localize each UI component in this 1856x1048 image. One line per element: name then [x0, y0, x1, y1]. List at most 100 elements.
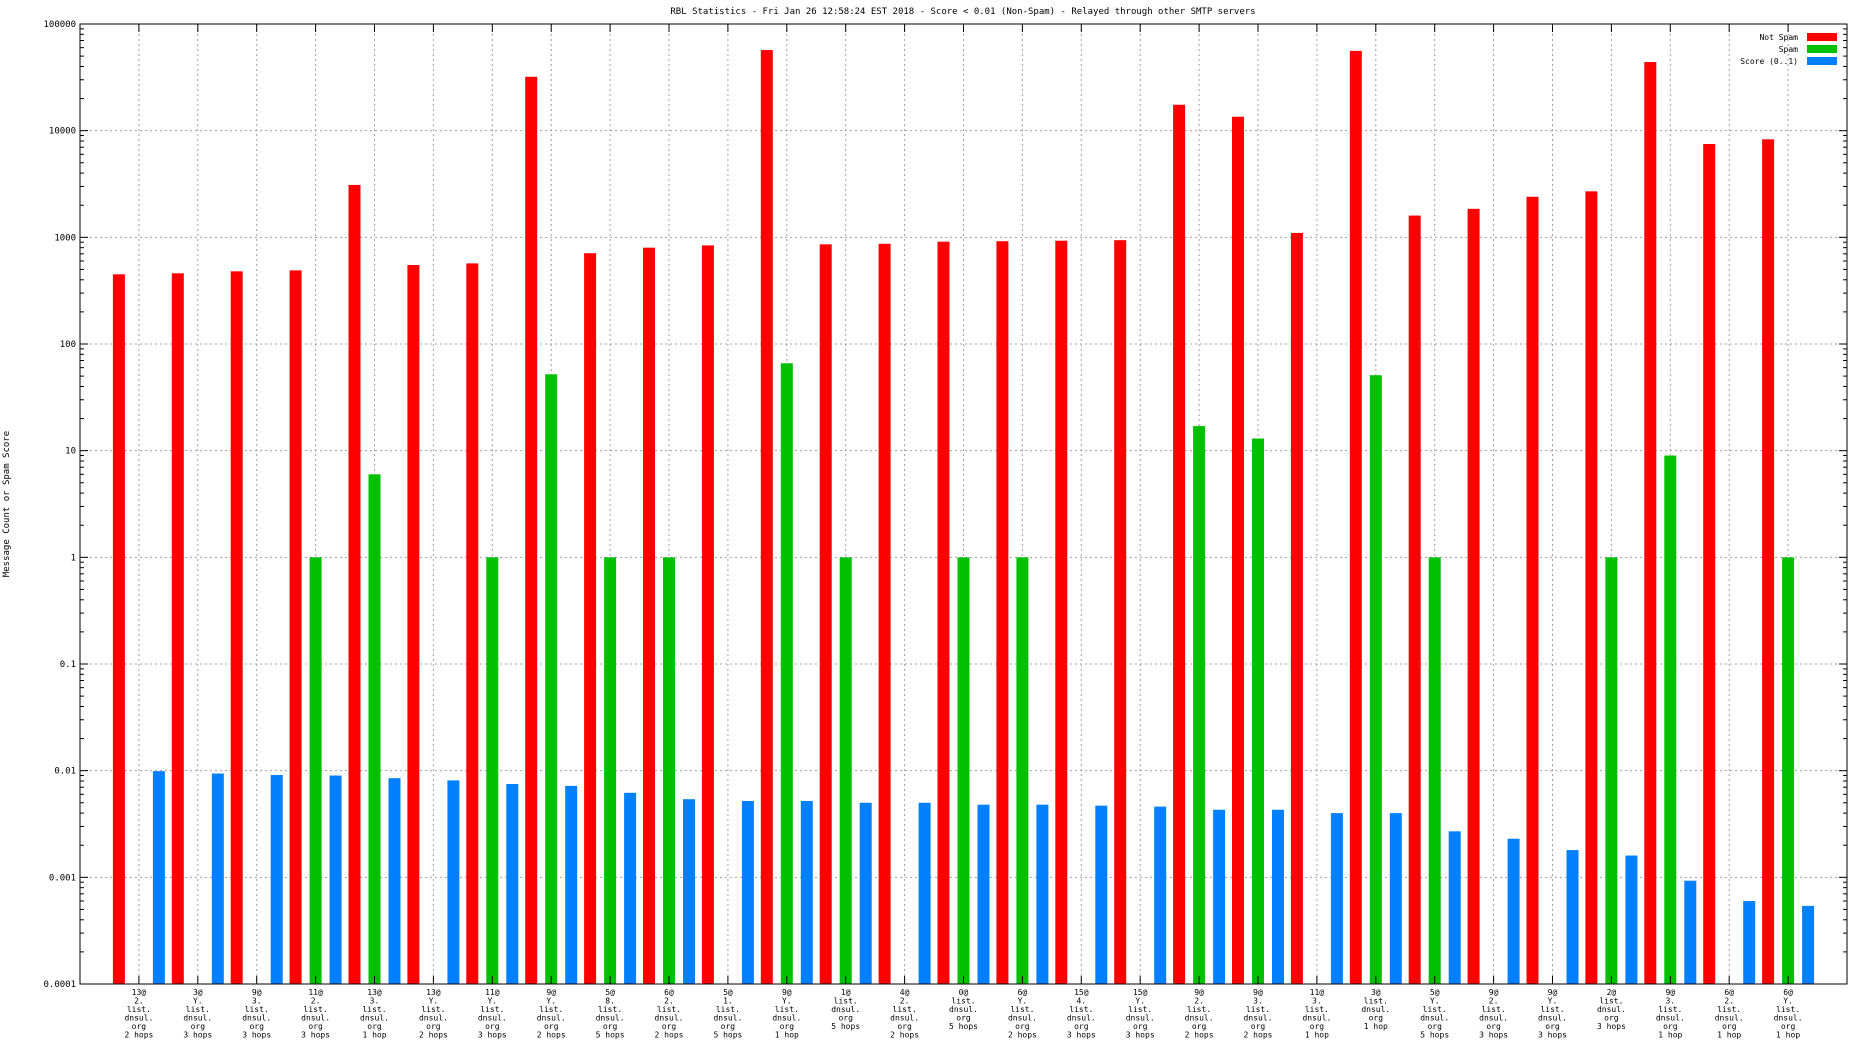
- bar-not-spam: [878, 243, 891, 984]
- bar-score-0-1: [977, 804, 990, 984]
- x-tick-label: 1@ list. dnsul. org 5 hops: [831, 988, 860, 1031]
- bar-spam: [1782, 557, 1795, 984]
- x-tick-label-line: 5 hops: [949, 1022, 978, 1031]
- x-tick-label-line: 11@: [1310, 988, 1325, 997]
- bar-spam: [604, 557, 617, 984]
- x-tick-label-line: list.: [1423, 1005, 1447, 1014]
- x-tick-label-line: 3 hops: [1479, 1031, 1508, 1040]
- x-tick-label-line: 9@: [546, 988, 556, 997]
- x-tick-label-line: 3.: [1253, 997, 1263, 1006]
- bar-spam: [839, 557, 852, 984]
- x-tick-label-line: list.: [716, 1005, 740, 1014]
- x-tick-label-line: list.: [834, 997, 858, 1006]
- bar-not-spam: [1232, 116, 1244, 984]
- x-tick-label-line: list.: [539, 1005, 563, 1014]
- bar-not-spam: [466, 263, 479, 984]
- x-tick-label-line: org: [662, 1022, 677, 1031]
- x-tick-label-line: 6@: [1783, 988, 1793, 997]
- x-tick-label-line: 2 hops: [1008, 1031, 1037, 1040]
- x-tick-label-line: dnsul.: [301, 1014, 330, 1023]
- x-tick-label-line: 3.: [370, 997, 380, 1006]
- x-tick-label: 11@ Y. list. dnsul. org 3 hops: [478, 988, 507, 1040]
- x-tick-label-line: org: [1604, 1014, 1619, 1023]
- bar-spam: [1193, 426, 1206, 984]
- y-tick-label: 0.001: [49, 873, 76, 883]
- x-tick-label-line: org: [1251, 1022, 1266, 1031]
- bar-score-0-1: [1566, 850, 1579, 984]
- bar-spam: [309, 557, 322, 984]
- legend-label: Score (0..1): [1740, 57, 1798, 66]
- x-tick-label-line: list.: [775, 1005, 799, 1014]
- x-tick-label: 9@ 2. list. dnsul. org 3 hops: [1479, 988, 1508, 1040]
- x-tick-label-line: 6@: [1018, 988, 1028, 997]
- x-tick-label: 5@ Y. list. dnsul. org 5 hops: [1420, 988, 1449, 1040]
- x-tick-label-line: 13@: [132, 988, 147, 997]
- bar-spam: [1664, 455, 1677, 984]
- x-tick-label-line: 3 hops: [1538, 1031, 1567, 1040]
- x-tick-label-line: list.: [1776, 1005, 1800, 1014]
- bar-score-0-1: [270, 775, 283, 984]
- x-tick-label-line: 3 hops: [183, 1031, 212, 1040]
- y-tick-label: 100: [60, 340, 76, 350]
- bar-score-0-1: [683, 799, 695, 984]
- bar-spam: [1428, 557, 1441, 984]
- x-tick-label-line: dnsul.: [1244, 1014, 1273, 1023]
- x-tick-label: 15@ Y. list. dnsul. org 3 hops: [1126, 988, 1155, 1040]
- x-tick-label-line: list.: [1364, 997, 1388, 1006]
- bar-spam: [1016, 557, 1029, 984]
- x-tick-label-line: org: [1781, 1022, 1796, 1031]
- x-tick-label-line: dnsul.: [242, 1014, 271, 1023]
- bar-spam: [1369, 375, 1382, 984]
- x-tick-label-line: 3@: [193, 988, 203, 997]
- x-tick-label-line: 5@: [605, 988, 615, 997]
- bar-not-spam: [1055, 240, 1068, 985]
- bar-not-spam: [584, 253, 597, 985]
- x-tick-label-line: org: [897, 1022, 912, 1031]
- bar-score-0-1: [918, 802, 931, 984]
- x-tick-label-line: org: [1133, 1022, 1148, 1031]
- x-tick-label-line: dnsul.: [1420, 1014, 1449, 1023]
- x-tick-label-line: 1@: [841, 988, 851, 997]
- x-tick-label-line: 2.: [1489, 997, 1499, 1006]
- x-tick-label-line: 2 hops: [655, 1031, 684, 1040]
- x-tick-label: 9@ 3. list. dnsul. org 3 hops: [242, 988, 271, 1040]
- x-tick-label-line: list.: [951, 997, 975, 1006]
- x-tick-label-line: Y.: [429, 997, 439, 1006]
- x-tick-label-line: dnsul.: [1538, 1014, 1567, 1023]
- x-tick-label-line: 0@: [959, 988, 969, 997]
- x-tick-label-line: org: [544, 1022, 559, 1031]
- bar-not-spam: [1762, 139, 1775, 984]
- bar-not-spam: [1173, 104, 1186, 984]
- x-tick-label-line: 1 hop: [1364, 1022, 1388, 1031]
- bar-spam: [1605, 557, 1618, 984]
- y-tick-label: 0.1: [60, 660, 76, 670]
- x-tick-label-line: dnsul.: [419, 1014, 448, 1023]
- x-tick-label-line: org: [249, 1022, 264, 1031]
- x-tick-label-line: 2.: [900, 997, 910, 1006]
- x-tick-label-line: list.: [304, 1005, 328, 1014]
- x-tick-label-line: 2.: [134, 997, 144, 1006]
- x-tick-label-line: 4@: [900, 988, 910, 997]
- x-tick-label-line: Y.: [782, 997, 792, 1006]
- x-tick-label: 9@ 3. list. dnsul. org 1 hop: [1656, 988, 1685, 1040]
- x-tick-label-line: 3 hops: [478, 1031, 507, 1040]
- bar-score-0-1: [1507, 838, 1520, 984]
- x-tick-label-line: 13@: [367, 988, 382, 997]
- x-tick-label: 9@ Y. list. dnsul. org 2 hops: [537, 988, 566, 1040]
- bar-score-0-1: [1154, 806, 1167, 984]
- x-tick-label: 9@ Y. list. dnsul. org 1 hop: [772, 988, 801, 1040]
- x-tick-label-line: 15@: [1133, 988, 1148, 997]
- x-tick-label-line: org: [780, 1022, 795, 1031]
- x-tick-label: 6@ 2. list. dnsul. org 1 hop: [1715, 988, 1744, 1040]
- x-tick-label-line: list.: [1069, 1005, 1093, 1014]
- x-tick-label-line: 5 hops: [596, 1031, 625, 1040]
- y-tick-label: 10000: [49, 127, 76, 137]
- x-tick-label: 11@ 3. list. dnsul. org 1 hop: [1302, 988, 1331, 1040]
- x-tick-label-line: 13@: [426, 988, 441, 997]
- bar-spam: [957, 557, 970, 984]
- bar-not-spam: [171, 273, 184, 985]
- x-tick-label: 11@ 2. list. dnsul. org 3 hops: [301, 988, 330, 1040]
- bar-score-0-1: [1802, 905, 1815, 984]
- y-tick-label: 10: [65, 447, 76, 457]
